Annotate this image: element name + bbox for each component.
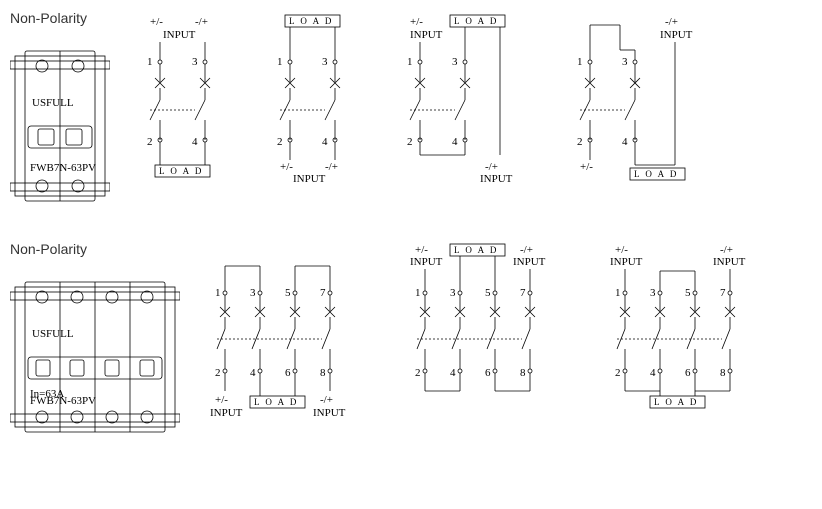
svg-text:6: 6 [285,367,291,379]
svg-text:-/+: -/+ [720,244,733,256]
pole-group [217,295,335,369]
svg-text:7: 7 [520,287,526,299]
svg-text:5: 5 [485,287,491,299]
svg-text:4: 4 [622,136,628,148]
svg-text:INPUT: INPUT [410,29,443,41]
svg-text:3: 3 [450,287,456,299]
wiring-diagram-2: L O A D 1 3 2 4 +/- -/+ INPUT [255,10,365,190]
svg-text:2: 2 [147,136,153,148]
svg-text:+/-: +/- [410,16,423,28]
svg-text:8: 8 [720,367,726,379]
svg-text:6: 6 [685,367,691,379]
svg-text:-/+: -/+ [520,244,533,256]
svg-text:USFULL: USFULL [32,328,74,340]
svg-text:4: 4 [192,136,198,148]
svg-text:INPUT: INPUT [610,256,643,268]
svg-text:FWB7N-63PV: FWB7N-63PV [30,395,96,407]
svg-text:+/-: +/- [150,16,163,28]
svg-text:INPUT: INPUT [410,256,443,268]
wiring-diagram-1: +/- -/+ INPUT 1 3 2 4 L O A D [125,10,235,190]
svg-text:1: 1 [277,56,283,68]
svg-text:L O A D: L O A D [634,169,678,179]
svg-text:6: 6 [485,367,491,379]
svg-text:2: 2 [577,136,583,148]
wiring-diagram-3: +/- INPUT L O A D 1 3 2 4 -/+ INPUT [385,10,535,190]
svg-text:3: 3 [452,56,458,68]
diagrams-row1: +/- -/+ INPUT 1 3 2 4 L O A D L O A D 1 3 [125,10,812,190]
product-2pole: USFULL FWB7N-63PV [10,31,110,221]
svg-text:8: 8 [320,367,326,379]
svg-text:+/-: +/- [615,244,628,256]
svg-text:5: 5 [285,287,291,299]
svg-text:-/+: -/+ [195,16,208,28]
svg-text:1: 1 [577,56,583,68]
svg-text:2: 2 [415,367,421,379]
section2-title: Non-Polarity [10,241,180,257]
svg-text:8: 8 [520,367,526,379]
svg-text:INPUT: INPUT [513,256,546,268]
svg-text:L O A D: L O A D [454,245,498,255]
svg-text:4: 4 [322,136,328,148]
svg-text:2: 2 [215,367,221,379]
svg-text:L O A D: L O A D [454,16,498,26]
svg-text:7: 7 [720,287,726,299]
svg-text:INPUT: INPUT [163,29,196,41]
svg-text:3: 3 [622,56,628,68]
svg-text:-/+: -/+ [325,161,338,173]
svg-text:-/+: -/+ [665,16,678,28]
svg-text:4: 4 [452,136,458,148]
svg-text:L O A D: L O A D [254,397,298,407]
svg-text:3: 3 [250,287,256,299]
svg-text:2: 2 [277,136,283,148]
svg-text:INPUT: INPUT [293,173,326,185]
svg-text:3: 3 [322,56,328,68]
svg-text:3: 3 [192,56,198,68]
svg-text:FWB7N-63PV: FWB7N-63PV [30,162,96,174]
svg-text:3: 3 [650,287,656,299]
svg-text:1: 1 [147,56,153,68]
wiring-4p-1: 1357 2468 +/--/+ INPUTINP [195,241,375,431]
svg-text:INPUT: INPUT [713,256,746,268]
svg-text:INPUT: INPUT [210,407,243,419]
svg-text:+/-: +/- [215,394,228,406]
svg-text:INPUT: INPUT [313,407,346,419]
svg-text:7: 7 [320,287,326,299]
wiring-4p-2: +/- -/+ INPUT INPUT L O A D 1 3 5 7 2 4 6 8 [395,241,575,431]
svg-text:+/-: +/- [280,161,293,173]
section-4pole: Non-Polarity USFULL In=63A FWB7N-63PV [10,241,812,452]
svg-text:-/+: -/+ [320,394,333,406]
svg-text:1: 1 [407,56,413,68]
load-label: L O A D [159,166,203,176]
svg-text:2: 2 [407,136,413,148]
brand-label: USFULL [32,97,74,109]
svg-text:4: 4 [650,367,656,379]
svg-text:1: 1 [215,287,221,299]
svg-text:1: 1 [615,287,621,299]
diagrams-row2: 1357 2468 +/--/+ INPUTINP [195,241,812,431]
svg-text:2: 2 [615,367,621,379]
svg-text:5: 5 [685,287,691,299]
svg-text:1: 1 [415,287,421,299]
svg-text:+/-: +/- [415,244,428,256]
wiring-4p-3: +/- -/+ INPUT INPUT 1 3 5 7 2 4 6 8 L O A D [595,241,775,431]
svg-text:INPUT: INPUT [660,29,693,41]
section-2pole: Non-Polarity USFULL FWB7N-63PV +/- -/+ [10,10,812,221]
section1-title: Non-Polarity [10,10,110,26]
svg-text:INPUT: INPUT [480,173,513,185]
svg-text:L O A D: L O A D [654,397,698,407]
wiring-diagram-4: -/+ INPUT 1 3 2 4 +/- L O A D [555,10,715,190]
svg-text:L O A D: L O A D [289,16,333,26]
svg-text:-/+: -/+ [485,161,498,173]
svg-text:4: 4 [450,367,456,379]
svg-text:4: 4 [250,367,256,379]
svg-text:+/-: +/- [580,161,593,173]
product-4pole: USFULL In=63A FWB7N-63PV [10,262,180,452]
